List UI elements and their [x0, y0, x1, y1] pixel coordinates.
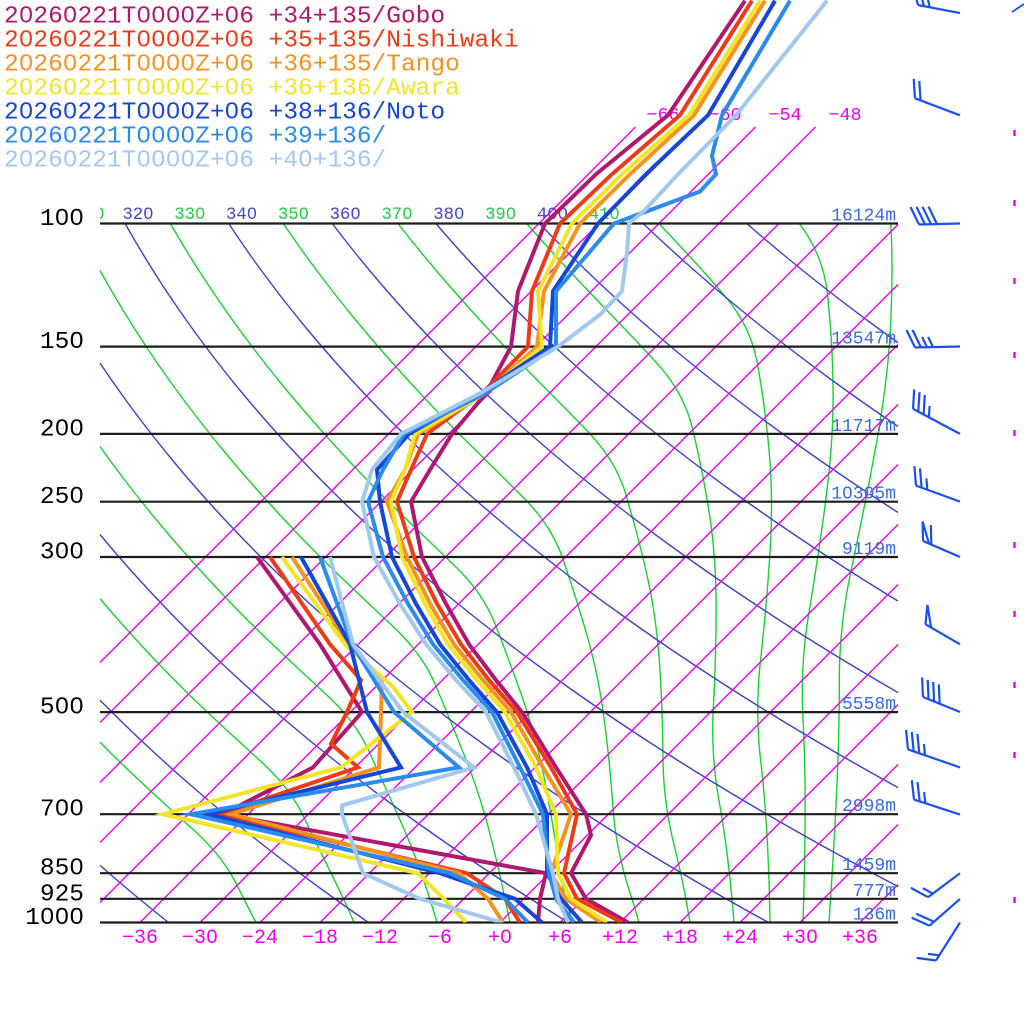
- svg-text:777m: 777m: [853, 882, 896, 902]
- svg-text:−18: −18: [302, 927, 338, 950]
- svg-text:330: 330: [174, 206, 205, 225]
- svg-text:+0: +0: [488, 927, 512, 950]
- svg-text:−30: −30: [182, 927, 218, 950]
- svg-text:+6: +6: [548, 927, 572, 950]
- svg-text:20260221T0000Z+06 +35+135/Nish: 20260221T0000Z+06 +35+135/Nishiwaki: [4, 28, 519, 55]
- svg-text:−12: −12: [362, 927, 398, 950]
- svg-text:9119m: 9119m: [842, 540, 896, 560]
- svg-text:−54: −54: [768, 105, 801, 126]
- svg-text:320: 320: [122, 206, 153, 225]
- svg-text:340: 340: [226, 206, 257, 225]
- svg-text:20260221T0000Z+06 +40+136/: 20260221T0000Z+06 +40+136/: [4, 148, 386, 175]
- svg-text:+24: +24: [722, 927, 758, 950]
- svg-text:13547m: 13547m: [831, 330, 896, 350]
- svg-text:500: 500: [40, 695, 84, 722]
- svg-text:136m: 136m: [853, 906, 896, 926]
- svg-text:+36: +36: [842, 927, 878, 950]
- svg-text:300: 300: [40, 540, 84, 567]
- svg-text:350: 350: [278, 206, 309, 225]
- svg-text:−36: −36: [122, 927, 158, 950]
- svg-text:+18: +18: [662, 927, 698, 950]
- svg-text:−6: −6: [428, 927, 452, 950]
- svg-text:380: 380: [433, 206, 464, 225]
- svg-text:−24: −24: [242, 927, 278, 950]
- svg-text:360: 360: [330, 206, 361, 225]
- svg-text:11717m: 11717m: [831, 417, 896, 437]
- svg-text:925: 925: [40, 881, 84, 908]
- svg-text:2998m: 2998m: [842, 797, 896, 817]
- svg-text:10305m: 10305m: [831, 485, 896, 505]
- svg-text:390: 390: [485, 206, 516, 225]
- svg-text:16124m: 16124m: [831, 207, 896, 227]
- svg-text:150: 150: [40, 329, 84, 356]
- svg-text:20260221T0000Z+06 +38+136/Noto: 20260221T0000Z+06 +38+136/Noto: [4, 100, 445, 127]
- svg-text:310: 310: [73, 206, 104, 225]
- svg-text:5558m: 5558m: [842, 695, 896, 715]
- svg-text:100: 100: [40, 206, 84, 233]
- svg-text:+30: +30: [782, 927, 818, 950]
- svg-text:+12: +12: [602, 927, 638, 950]
- svg-text:−48: −48: [828, 105, 861, 126]
- svg-text:250: 250: [40, 484, 84, 511]
- svg-text:20260221T0000Z+06 +34+135/Gobo: 20260221T0000Z+06 +34+135/Gobo: [4, 4, 445, 31]
- svg-text:700: 700: [40, 797, 84, 824]
- svg-text:20260221T0000Z+06 +36+135/Tang: 20260221T0000Z+06 +36+135/Tango: [4, 52, 460, 79]
- svg-text:20260221T0000Z+06 +36+136/Awar: 20260221T0000Z+06 +36+136/Awara: [4, 76, 460, 103]
- svg-text:1000: 1000: [25, 905, 84, 932]
- svg-text:1459m: 1459m: [842, 856, 896, 876]
- svg-text:850: 850: [40, 856, 84, 883]
- svg-text:200: 200: [40, 416, 84, 443]
- svg-text:20260221T0000Z+06 +39+136/: 20260221T0000Z+06 +39+136/: [4, 124, 386, 151]
- svg-text:370: 370: [381, 206, 412, 225]
